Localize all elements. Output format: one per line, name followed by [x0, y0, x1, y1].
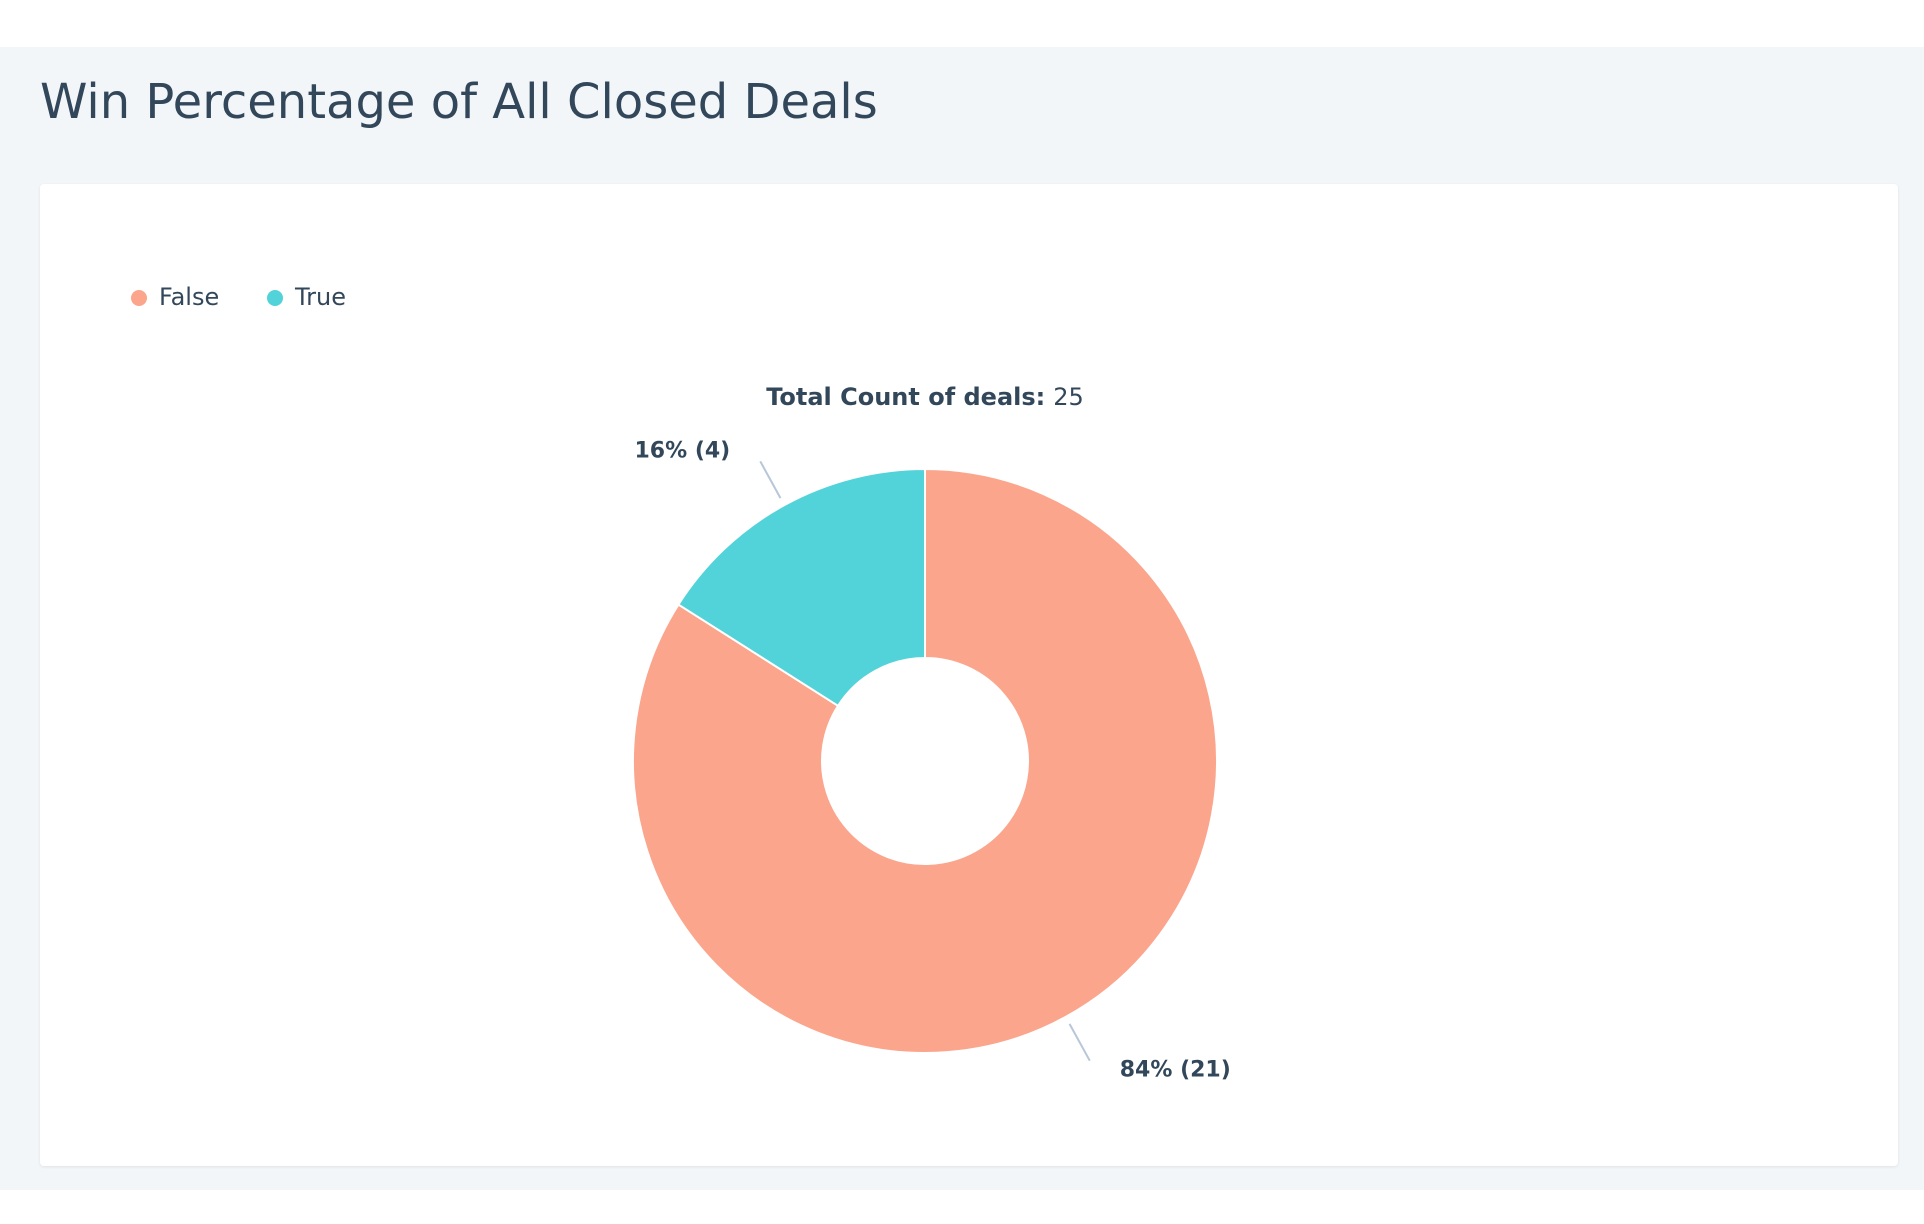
leader-line [1068, 1023, 1091, 1062]
data-label: 16% (4) [635, 438, 731, 463]
total-summary: Total Count of deals: 25 [766, 383, 1084, 411]
legend-label: True [294, 283, 346, 311]
leader-line [759, 460, 782, 499]
donut-slice [677, 467, 926, 708]
report-title: Win Percentage of All Closed Deals [40, 74, 878, 130]
legend-marker [267, 290, 283, 306]
total-label: Total Count of deals: [766, 383, 1045, 411]
data-label: 84% (21) [1120, 1058, 1231, 1083]
legend-label: False [159, 283, 219, 311]
legend-marker [131, 290, 147, 306]
total-value: 25 [1053, 383, 1084, 411]
donut-slice [632, 467, 1218, 1054]
